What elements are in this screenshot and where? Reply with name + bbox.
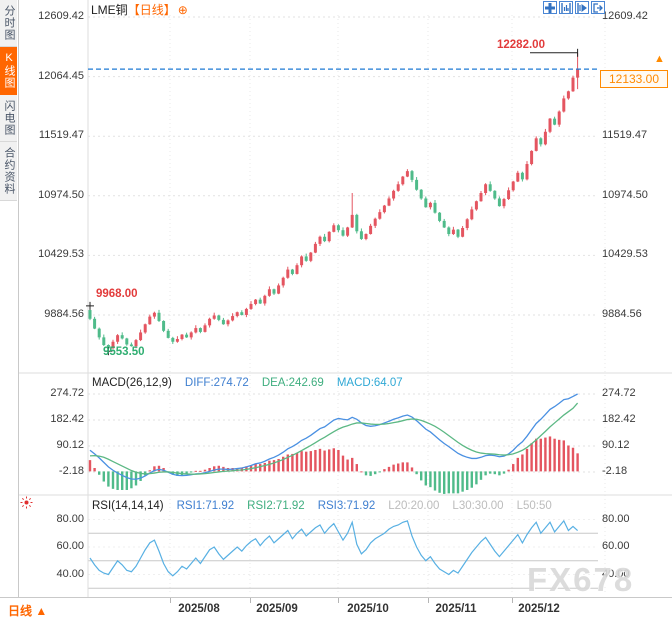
session-low-annotation: 9553.50 [103, 346, 145, 358]
price-axis-label: 12064.45 [38, 70, 84, 82]
month-tick [512, 598, 513, 603]
pan-tool-icon[interactable] [543, 1, 557, 14]
price-up-arrow-icon: ▲ [654, 53, 665, 65]
rsi-axis-label: 60.00 [602, 540, 630, 552]
rsi1-value: RSI1:71.92 [176, 500, 235, 512]
chart-title: LME铜【日线】 ⊕ [91, 1, 188, 18]
price-axis-label: 10429.53 [38, 248, 84, 260]
macd-axis-label: 182.42 [50, 413, 84, 425]
macd-axis-label: -2.18 [58, 465, 84, 477]
macd-hist-value: MACD:64.07 [336, 377, 403, 389]
macd-axis-label: 182.42 [602, 413, 636, 425]
month-tick [428, 598, 429, 603]
sidebar-tab-timeshare[interactable]: 分时图 [0, 0, 17, 47]
indicator-settings-icon[interactable] [20, 496, 33, 514]
macd-axis-label: 90.12 [602, 439, 630, 451]
month-label: 2025/11 [435, 603, 477, 615]
rsi-l50-level: L50:50 [516, 500, 552, 512]
month-label: 2025/09 [256, 603, 298, 615]
rsi-axis-label: 40.00 [56, 568, 84, 580]
add-indicator-button[interactable]: ⊕ [177, 3, 188, 17]
rsi2-value: RSI2:71.92 [247, 500, 305, 512]
rsi-axis-label: 40.00 [602, 568, 630, 580]
current-price-tag: 12133.00 [600, 70, 668, 88]
sidebar-tab-kline[interactable]: K线图 [0, 47, 17, 95]
price-axis-label: 9884.56 [44, 308, 84, 320]
rsi3-value: RSI3:71.92 [317, 500, 376, 512]
macd-axis-label: 274.72 [602, 387, 636, 399]
price-axis-label: 12609.42 [602, 10, 648, 22]
sidebar-tab-lightning[interactable]: 闪电图 [0, 95, 17, 142]
chart-toolbar [543, 1, 605, 14]
month-tick [170, 598, 171, 603]
period-selector[interactable]: 日线 ▲ [8, 604, 48, 618]
price-axis-label: 12609.42 [38, 10, 84, 22]
price-axis-label: 9884.56 [602, 308, 642, 320]
macd-title: MACD(26,12,9) [92, 377, 172, 389]
watermark: FX678 [527, 561, 635, 598]
macd-axis-label: 274.72 [50, 387, 84, 399]
period-label: 【日线】 [127, 3, 176, 17]
macd-legend: MACD(26,12,9) DIFF:274.72 DEA:242.69 MAC… [92, 377, 403, 389]
macd-diff-value: DIFF:274.72 [184, 377, 249, 389]
price-axis-label: 11519.47 [38, 129, 84, 141]
macd-axis-label: -2.18 [602, 465, 628, 477]
price-axis-label: 10974.50 [38, 189, 84, 201]
time-axis-bar: 日线 ▲ 2025/08 2025/09 2025/10 2025/11 202… [0, 597, 672, 621]
sidebar: 分时图 K线图 闪电图 合约资料 [0, 0, 19, 597]
symbol-name: LME铜 [91, 3, 128, 17]
sidebar-tab-contract-info[interactable]: 合约资料 [0, 142, 17, 201]
session-high-annotation: 12282.00 [497, 39, 545, 51]
rsi-axis-label: 80.00 [602, 513, 630, 525]
rsi-l20-level: L20:20.00 [388, 500, 440, 512]
macd-axis-label: 90.12 [56, 439, 84, 451]
price-axis-label: 10429.53 [602, 248, 648, 260]
rsi-legend: RSI(14,14,14) RSI1:71.92 RSI2:71.92 RSI3… [92, 500, 552, 512]
month-tick [338, 598, 339, 603]
chevron-up-icon: ▲ [35, 604, 48, 618]
rsi-axis-label: 80.00 [56, 513, 84, 525]
first-high-annotation: 9968.00 [96, 288, 138, 300]
axis-scale-icon[interactable] [559, 1, 573, 14]
macd-dea-value: DEA:242.69 [261, 377, 324, 389]
price-axis-label: 10974.50 [602, 189, 648, 201]
price-axis-label: 11519.47 [602, 129, 648, 141]
rsi-title: RSI(14,14,14) [92, 500, 164, 512]
month-tick [250, 598, 251, 603]
rsi-axis-label: 60.00 [56, 540, 84, 552]
exit-chart-icon[interactable] [591, 1, 605, 14]
zoom-range-icon[interactable] [575, 1, 589, 14]
rsi-l30-level: L30:30.00 [452, 500, 504, 512]
month-label: 2025/08 [178, 603, 220, 615]
month-label: 2025/12 [518, 603, 560, 615]
month-label: 2025/10 [347, 603, 389, 615]
